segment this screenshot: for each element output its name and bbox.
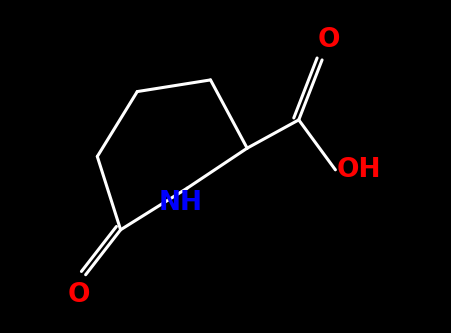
Text: O: O	[318, 27, 340, 53]
Text: OH: OH	[336, 157, 381, 183]
Text: O: O	[68, 282, 90, 308]
Text: NH: NH	[159, 190, 202, 216]
